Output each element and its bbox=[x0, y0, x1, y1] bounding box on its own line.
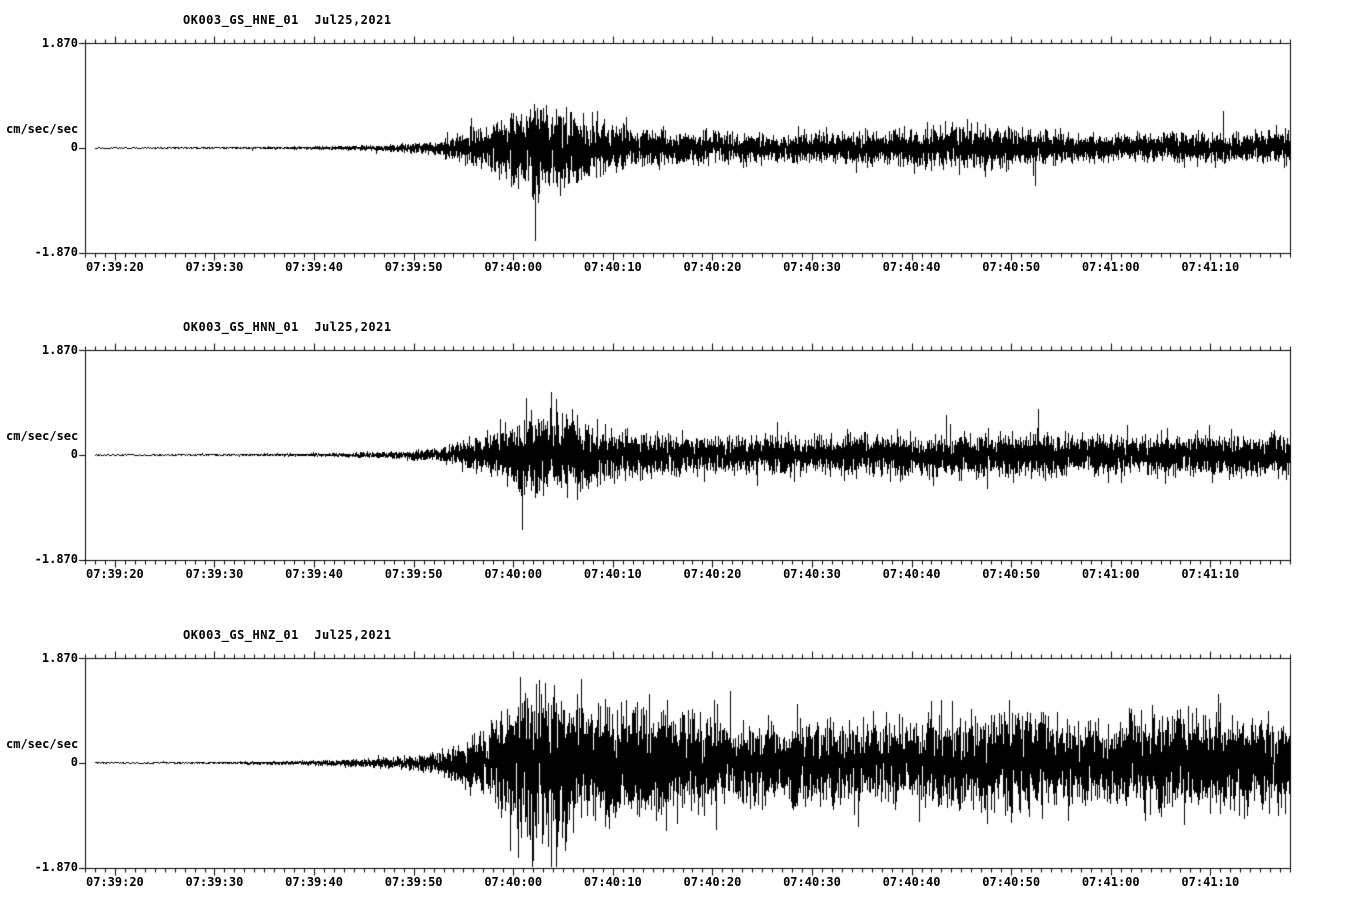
y-tick-label-max: 1.870 bbox=[41, 36, 78, 50]
y-tick-label-min: -1.870 bbox=[34, 552, 78, 566]
trace-title: OK003_GS_HNZ_01 Jul25,2021 bbox=[183, 628, 392, 642]
y-tick-label-max: 1.870 bbox=[41, 343, 78, 357]
seismogram-canvas-hnz bbox=[0, 615, 1358, 923]
y-axis-units-label: cm/sec/sec bbox=[6, 737, 79, 751]
seismogram-panel-hne: OK003_GS_HNE_01 Jul25,2021 1.870 cm/sec/… bbox=[0, 0, 1358, 308]
trace-title: OK003_GS_HNN_01 Jul25,2021 bbox=[183, 320, 392, 334]
y-axis-units-label: cm/sec/sec bbox=[6, 122, 79, 136]
seismogram-canvas-hnn bbox=[0, 307, 1358, 615]
y-tick-label-min: -1.870 bbox=[34, 860, 78, 874]
seismogram-canvas-hne bbox=[0, 0, 1358, 308]
y-tick-label-zero: 0 bbox=[70, 447, 78, 461]
seismogram-panel-hnn: OK003_GS_HNN_01 Jul25,2021 1.870 cm/sec/… bbox=[0, 307, 1358, 615]
trace-title: OK003_GS_HNE_01 Jul25,2021 bbox=[183, 13, 392, 27]
y-tick-label-max: 1.870 bbox=[41, 651, 78, 665]
y-tick-label-zero: 0 bbox=[70, 755, 78, 769]
y-tick-label-zero: 0 bbox=[70, 140, 78, 154]
y-tick-label-min: -1.870 bbox=[34, 245, 78, 259]
y-axis-units-label: cm/sec/sec bbox=[6, 429, 79, 443]
seismogram-panel-hnz: OK003_GS_HNZ_01 Jul25,2021 1.870 cm/sec/… bbox=[0, 615, 1358, 923]
